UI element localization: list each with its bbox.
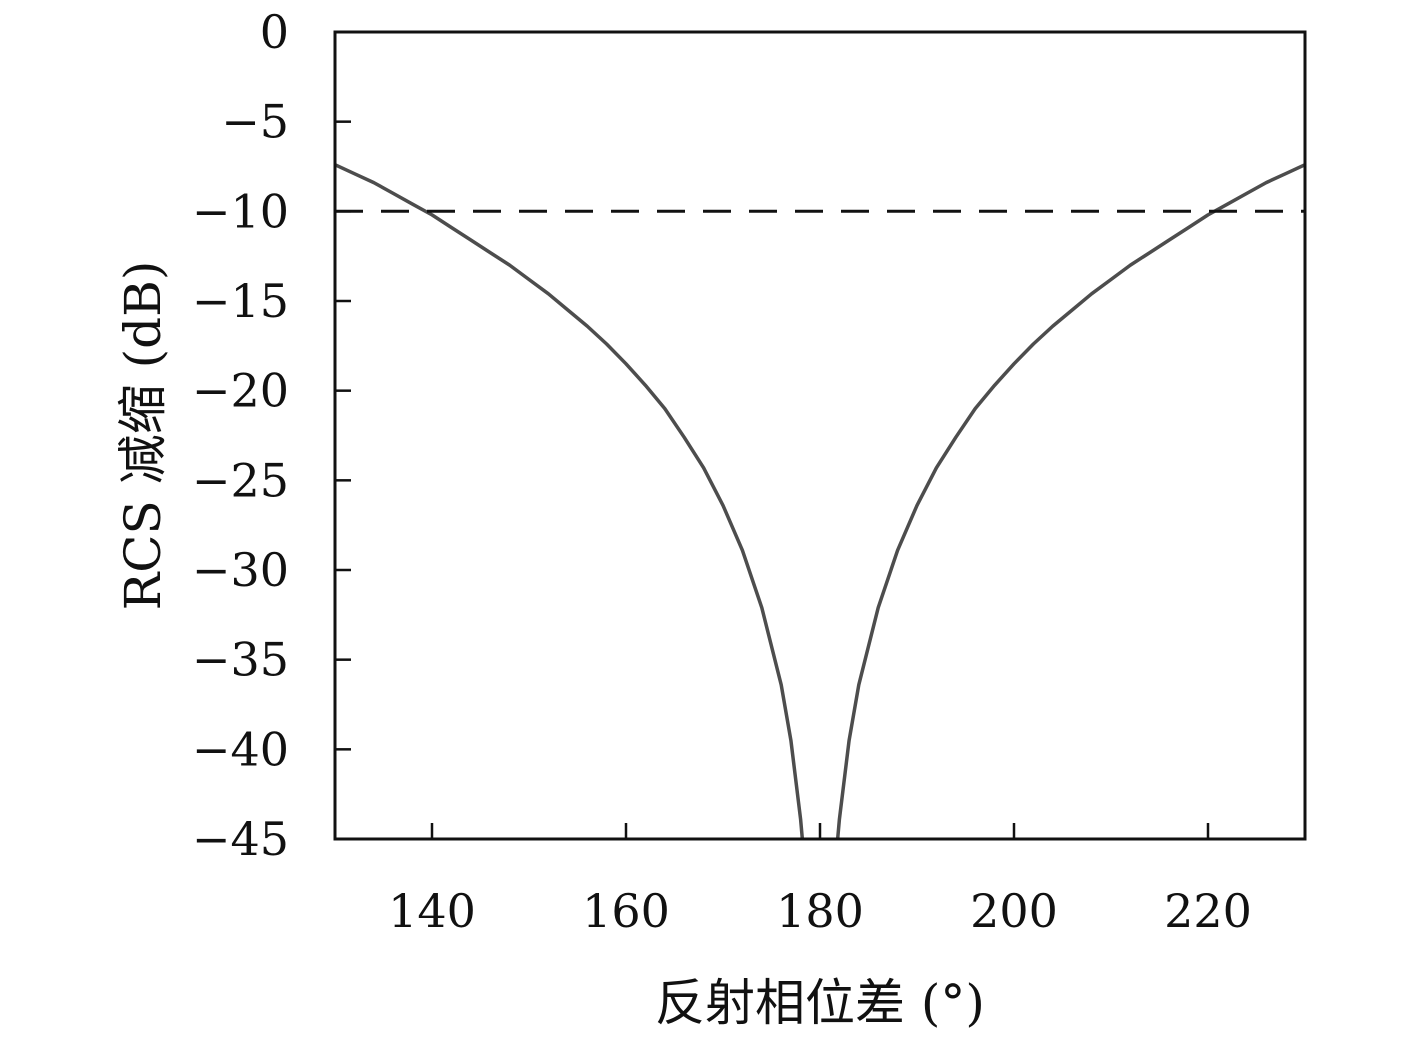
y-axis-label: RCS 减缩 (dB)	[114, 261, 172, 611]
y-tick-label: 0	[260, 5, 289, 59]
x-tick-label: 160	[582, 884, 670, 938]
x-tick-label: 140	[388, 884, 476, 938]
plot-frame	[333, 30, 1307, 841]
x-axis-label: 反射相位差 (°)	[655, 974, 985, 1032]
y-tick-label: −10	[192, 184, 289, 238]
y-tick-label: −5	[221, 95, 289, 149]
x-tick-label: 200	[970, 884, 1058, 938]
y-tick-label: −20	[192, 364, 289, 418]
axis-ticks	[335, 30, 1210, 841]
y-tick-label: −35	[192, 633, 289, 687]
rcs-curve-segment	[835, 163, 1305, 839]
y-tick-label: −45	[192, 812, 289, 866]
data-series	[335, 163, 1305, 839]
tick-labels: 140 160 180 200 220 0 −5 −10 −15 −20 −25 −30 −35 −40 −…	[192, 5, 1252, 938]
x-tick-label: 220	[1164, 884, 1252, 938]
rcs-curve-segment	[335, 163, 805, 839]
y-tick-label: −40	[192, 722, 289, 776]
y-tick-label: −30	[192, 543, 289, 597]
x-tick-label: 180	[776, 884, 864, 938]
y-tick-label: −15	[192, 274, 289, 328]
y-tick-label: −25	[192, 453, 289, 507]
